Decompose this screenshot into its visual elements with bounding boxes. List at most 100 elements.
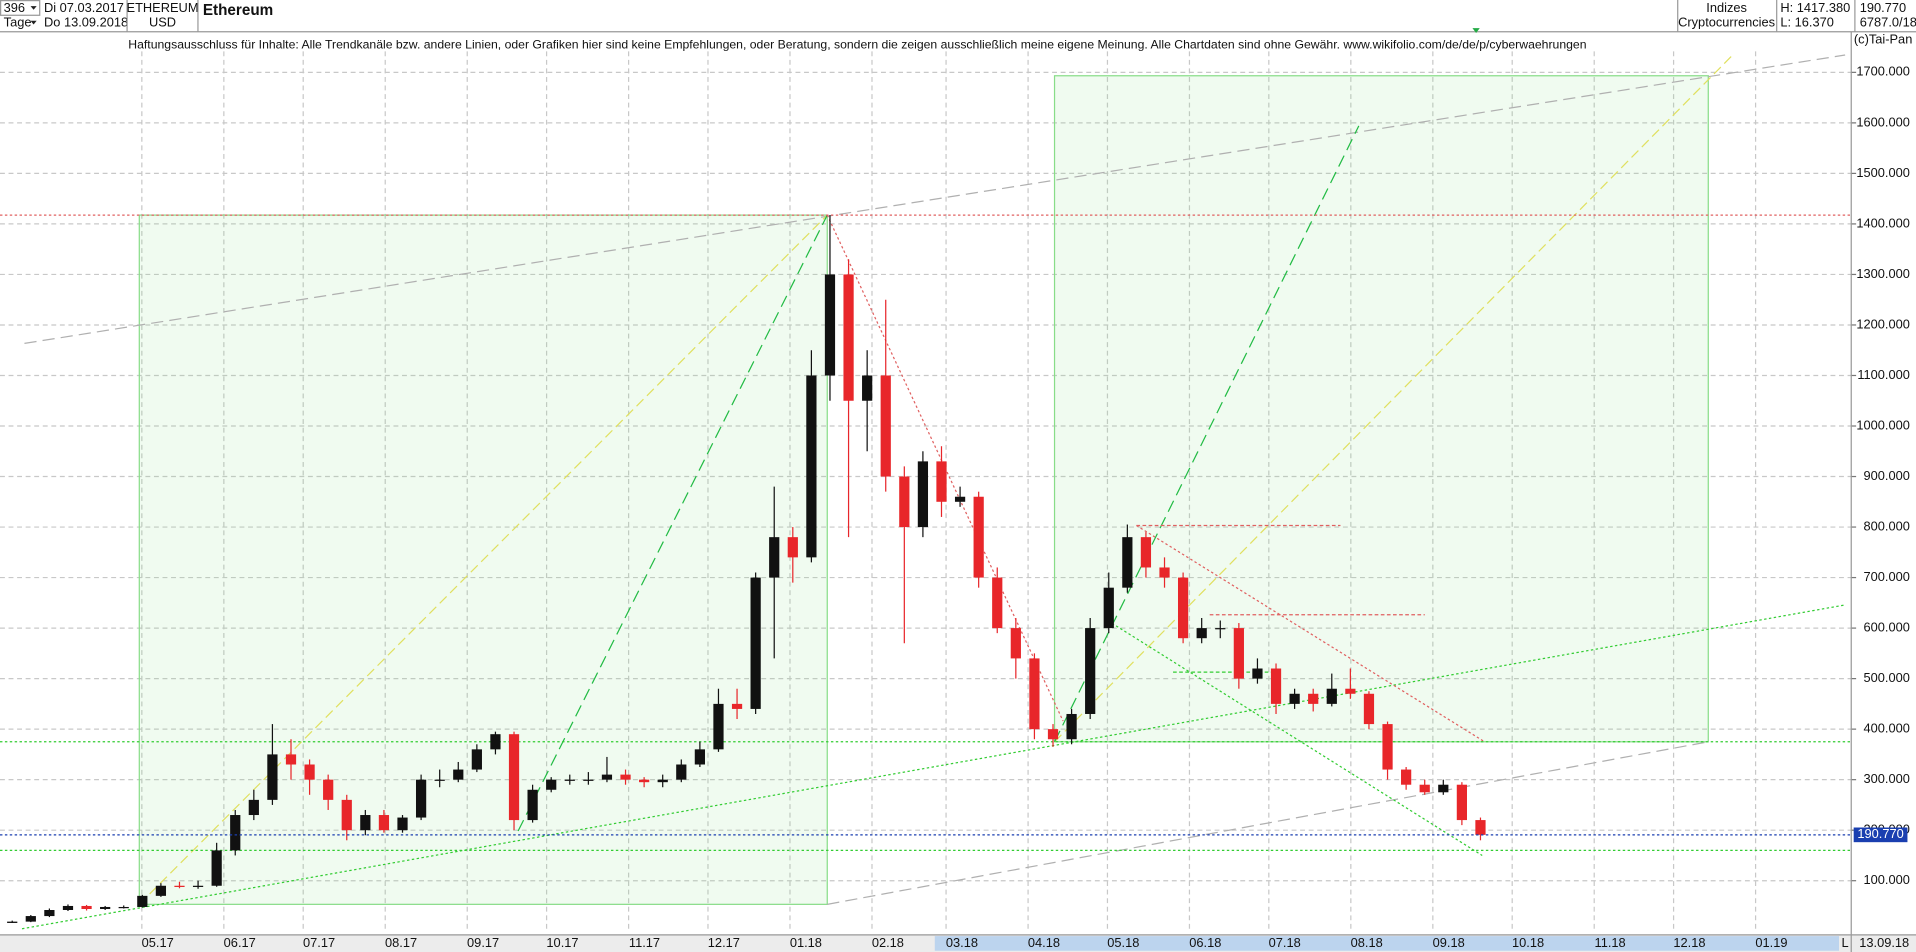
y-tick-label: 600.000 — [1864, 619, 1910, 634]
candle-body — [155, 885, 167, 896]
candle-body — [992, 577, 1003, 629]
corner-label: L — [1842, 935, 1849, 950]
x-tick-label: 12.18 — [1673, 935, 1705, 950]
currency: USD — [149, 15, 176, 30]
dropdown-arrow[interactable] — [30, 20, 37, 25]
y-tick-label: 1500.000 — [1856, 165, 1910, 180]
marker — [1472, 28, 1480, 33]
x-tick-label: 10.17 — [546, 935, 578, 950]
candle-body — [936, 461, 947, 502]
candle-body — [81, 905, 92, 909]
candle-body — [453, 769, 464, 780]
y-tick-label: 1000.000 — [1856, 417, 1910, 432]
price-tag — [1853, 827, 1908, 843]
candle-body — [731, 703, 743, 709]
annotations — [21, 54, 1846, 930]
x-axis: 05.17 06.17 07.17 08.17 09.17 10.17 11.17 12.17… — [142, 935, 1788, 950]
candle-body — [25, 916, 36, 922]
x-tick-label: 07.18 — [1269, 935, 1301, 950]
candle-body — [100, 906, 111, 909]
scroll-range[interactable] — [934, 936, 1840, 951]
candle-body — [954, 496, 966, 502]
trend-line — [138, 214, 828, 905]
y-tick-label: 400.000 — [1864, 721, 1910, 736]
end-date-short: 13.09.18 — [1859, 935, 1909, 950]
candle-body — [1363, 693, 1375, 725]
disclaimer: Haftungsausschluss für Inhalte: Alle Tre… — [128, 37, 1586, 51]
candle-body — [285, 754, 297, 765]
candle-body — [360, 815, 371, 831]
candle-body — [1085, 628, 1096, 714]
candle-body — [1233, 628, 1244, 679]
candle-body — [917, 461, 929, 528]
trend-line — [827, 741, 1709, 905]
candle-body — [1401, 769, 1412, 785]
candle-body — [1029, 658, 1040, 730]
candle-body — [490, 734, 501, 750]
candle-body — [676, 764, 687, 780]
candle-body — [1475, 820, 1486, 835]
candle-body — [397, 817, 408, 831]
candle-body — [899, 476, 910, 528]
candle-body — [1103, 587, 1114, 629]
candle-body — [508, 734, 520, 821]
candle-body — [1066, 713, 1077, 740]
x-tick-label: 01.19 — [1755, 935, 1787, 950]
x-tick-label: 02.18 — [872, 935, 904, 950]
x-tick-label: 11.17 — [629, 935, 660, 950]
candle-body — [7, 921, 18, 923]
unit[interactable]: Tage — [4, 15, 32, 30]
y-tick-label: 1100.000 — [1857, 367, 1910, 382]
candle-body — [601, 774, 613, 780]
candle-body — [1215, 628, 1226, 630]
trend-line — [517, 214, 828, 832]
group: Indizes — [1706, 0, 1747, 15]
candle-body — [750, 577, 761, 709]
candle-body — [1252, 668, 1263, 679]
y-tick-label: 1600.000 — [1856, 114, 1910, 129]
candle-body — [1289, 693, 1300, 704]
candle-body — [1270, 668, 1282, 704]
candle-body — [248, 799, 259, 816]
candle-body — [769, 537, 780, 578]
y-tick-label: 100.000 — [1864, 872, 1910, 887]
x-tick-label: 07.17 — [303, 935, 335, 950]
x-tick-label: 04.18 — [1028, 935, 1060, 950]
candle-body — [620, 774, 631, 780]
sector: Cryptocurrencies — [1678, 15, 1775, 30]
x-tick-label: 11.18 — [1595, 935, 1626, 950]
x-tick-label: 12.17 — [708, 935, 740, 950]
trend-line — [24, 54, 1846, 345]
x-tick-label: 08.17 — [385, 935, 417, 950]
plot-layer: 190.770 — [0, 214, 1908, 923]
candle-body — [1196, 628, 1207, 639]
x-tick-label: 10.18 — [1512, 935, 1544, 950]
candle-body — [806, 375, 817, 558]
candle-body — [1419, 784, 1430, 793]
candle-body — [527, 789, 538, 821]
info: 6787.0/18 — [1860, 15, 1916, 30]
dropdown-arrow[interactable] — [30, 6, 37, 10]
candle-body — [44, 910, 55, 917]
y-tick-label: 800.000 — [1864, 518, 1910, 533]
y-tick-label: 1700.000 — [1856, 64, 1910, 79]
last-price: 190.770 — [1860, 0, 1906, 15]
candle-body — [192, 885, 204, 887]
end-date[interactable]: Do 13.09.2018 — [44, 15, 128, 30]
candle-body — [62, 905, 74, 911]
x-tick-label: 09.18 — [1433, 935, 1465, 950]
symbol: ETHEREUM — [127, 0, 199, 15]
start-date[interactable]: Di 07.03.2017 — [44, 0, 124, 15]
x-tick-label: 06.17 — [224, 935, 256, 950]
candle-body — [694, 749, 705, 765]
y-tick-label: 1200.000 — [1856, 316, 1910, 331]
instrument-name: Ethereum — [203, 2, 273, 19]
y-tick-label: 500.000 — [1864, 670, 1910, 685]
select-box[interactable] — [0, 0, 41, 16]
candle-body — [118, 906, 129, 909]
candle-body — [787, 537, 798, 558]
count[interactable]: 396 — [4, 0, 25, 15]
candle-body — [1159, 567, 1170, 578]
candle-body — [713, 703, 724, 750]
